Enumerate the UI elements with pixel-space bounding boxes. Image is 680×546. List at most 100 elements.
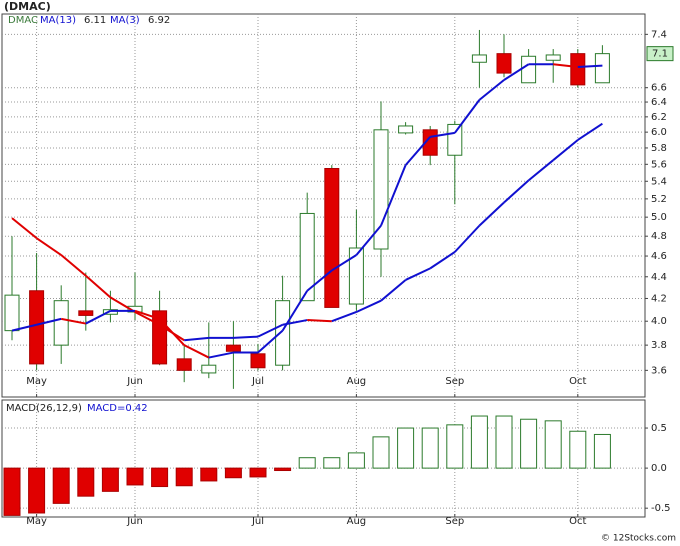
y-tick-label: 0.0 [651, 463, 667, 474]
ma-line [478, 79, 505, 101]
y-tick-label: 5.8 [651, 143, 667, 154]
price-panel-frame [1, 13, 646, 398]
macd-bar [101, 467, 119, 492]
candle-body [53, 300, 69, 346]
macd-bar [347, 452, 365, 469]
y-tick-label: 5.2 [651, 194, 667, 205]
x-tick-label: Aug [347, 376, 367, 387]
candle-body [176, 358, 192, 371]
candle-body [570, 53, 586, 86]
macd-bar [52, 467, 70, 504]
y-tick-label: 6.2 [651, 112, 667, 123]
y-tick-label: 5.4 [651, 176, 667, 187]
ma-line [553, 63, 578, 68]
candle-body [29, 290, 45, 365]
macd-bar [77, 467, 95, 497]
x-tick-label: Jul [251, 516, 264, 527]
macd-bar [151, 467, 169, 488]
macd-bar [593, 433, 611, 469]
x-tick-label: Sep [445, 376, 464, 387]
ma-line [85, 309, 111, 325]
last-price-box [646, 46, 674, 62]
candle-body [521, 55, 537, 84]
macd-value-legend: MACD=0.42 [87, 403, 148, 414]
legend-ma3-value: 6.92 [148, 15, 170, 26]
ma-line [577, 64, 603, 68]
candle-body [275, 300, 291, 366]
candle-body [78, 310, 94, 316]
ma-line [478, 201, 505, 227]
y-tick-label: 3.6 [651, 365, 667, 376]
candle-body [4, 294, 20, 332]
legend-ma13: MA(13) [40, 15, 76, 26]
macd-bar [274, 467, 292, 472]
ma-line [380, 279, 407, 302]
y-tick-label: 6.4 [651, 97, 667, 108]
y-tick-label: 3.8 [651, 340, 667, 351]
candle-body [299, 212, 315, 302]
candle-body [545, 54, 561, 61]
y-tick-label: 4.6 [651, 251, 667, 262]
ma-line [109, 296, 136, 313]
ma-line [257, 329, 284, 354]
y-tick-label: -0.5 [651, 503, 671, 514]
macd-bar [298, 457, 316, 469]
y-tick-label: 4.0 [651, 316, 667, 327]
ma-line [331, 311, 357, 323]
x-tick-label: Sep [445, 516, 464, 527]
ma-line [61, 317, 86, 325]
candle-body [201, 364, 217, 374]
macd-bar [200, 467, 218, 482]
ma-line [208, 351, 234, 359]
candle-body [447, 123, 463, 156]
x-tick-label: May [26, 376, 47, 387]
candle-body [471, 54, 487, 63]
ma-line [281, 290, 309, 332]
ma-line [85, 274, 112, 299]
ma-line [331, 254, 357, 272]
ma-line [134, 309, 160, 320]
chart-title: (DMAC) [4, 0, 51, 13]
y-tick-label: 4.4 [651, 272, 667, 283]
ma-line [36, 317, 62, 326]
ma-line [355, 224, 382, 256]
y-tick-label: 7.4 [651, 29, 667, 40]
candle-body [250, 353, 266, 369]
macd-bar [397, 427, 415, 469]
macd-bar [126, 467, 144, 486]
ma-line [158, 318, 185, 346]
macd-bar [446, 424, 464, 469]
last-price-label: 7.1 [652, 49, 668, 60]
macd-bar [175, 467, 193, 487]
ma-line [11, 323, 37, 332]
ma-line [11, 217, 38, 239]
x-tick-label: May [26, 516, 47, 527]
y-tick-label: 5.6 [651, 159, 667, 170]
candle-body [496, 53, 512, 74]
x-tick-label: Jul [251, 376, 264, 387]
ma-line [552, 139, 579, 161]
ma-line [233, 335, 259, 339]
ma-line [306, 269, 333, 292]
y-tick-label: 5.0 [651, 212, 667, 223]
ma-line [454, 224, 481, 253]
ma-line [184, 336, 209, 342]
ma-line [527, 159, 554, 182]
candle-body [324, 167, 340, 308]
candle-body [102, 309, 118, 315]
macd-bar [3, 467, 21, 516]
y-tick-label: 6.6 [651, 83, 667, 94]
x-tick-label: Aug [347, 516, 367, 527]
ma-line [405, 267, 431, 281]
ma-line [183, 344, 210, 359]
candle-body [398, 125, 414, 134]
macd-panel-frame [1, 399, 646, 518]
candle-body [594, 53, 610, 84]
candle-body [152, 310, 168, 365]
x-tick-label: Oct [569, 376, 586, 387]
ma-line [503, 179, 530, 204]
legend-ma13-value: 6.11 [84, 15, 106, 26]
macd-bar [249, 467, 267, 478]
ma-line [307, 319, 332, 323]
